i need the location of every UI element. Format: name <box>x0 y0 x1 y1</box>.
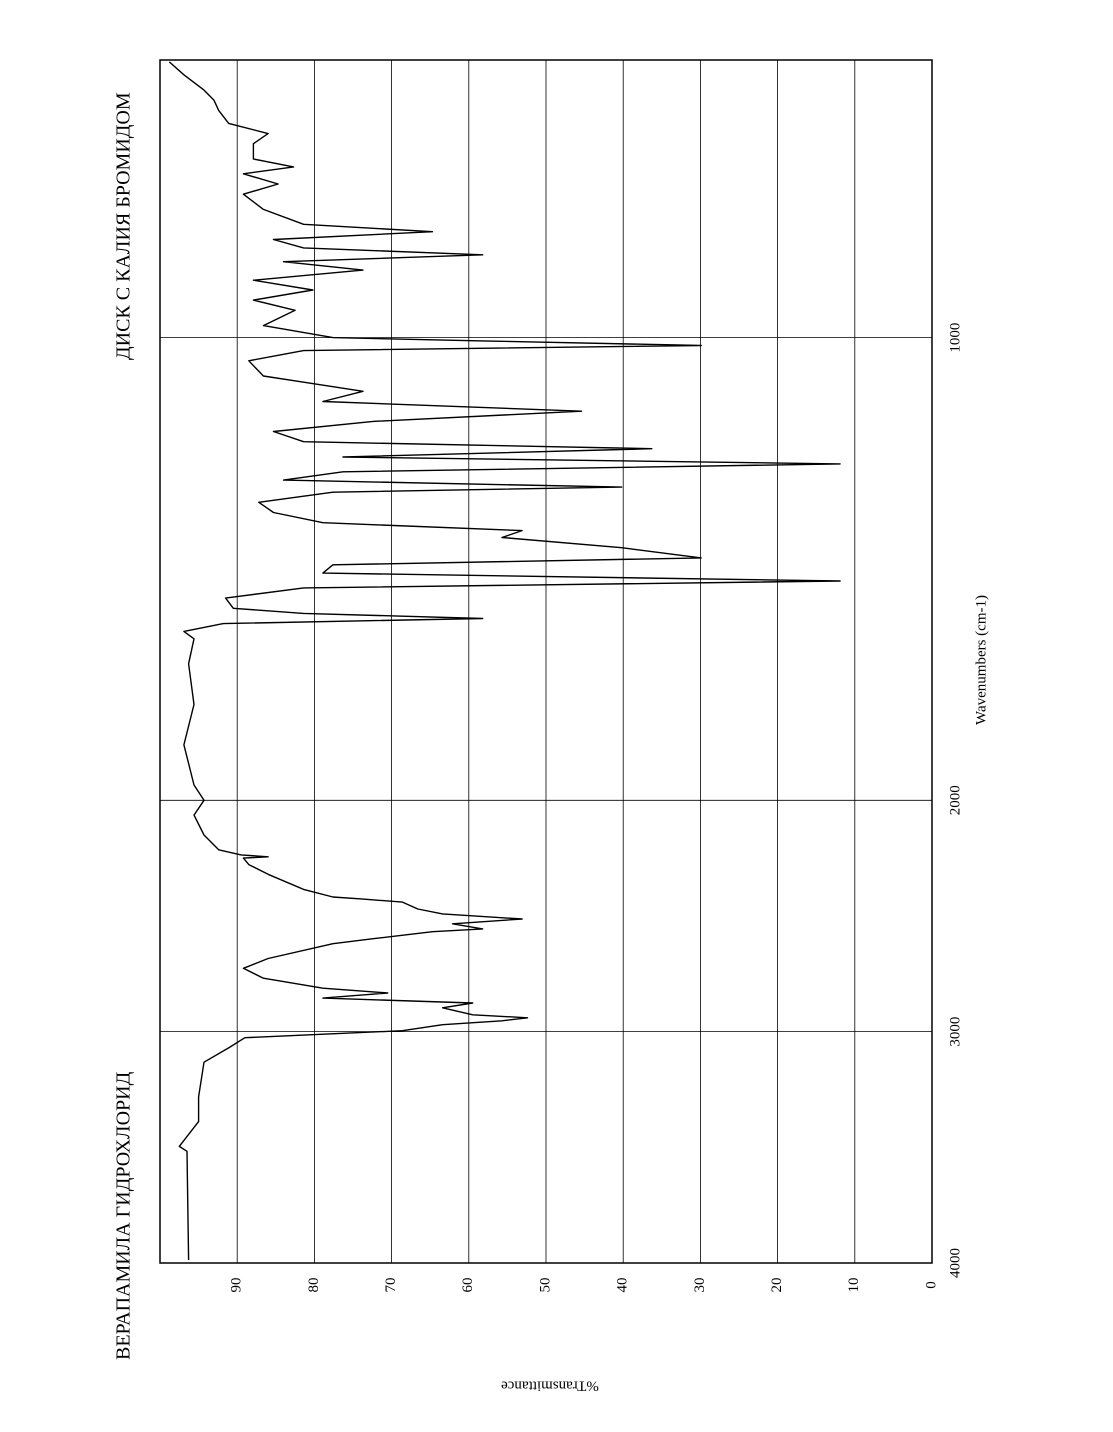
y-tick-label: 40 <box>615 1278 631 1293</box>
y-tick-label: 50 <box>537 1278 553 1293</box>
y-tick-label: 30 <box>692 1278 708 1293</box>
x-axis-label: Wavenumbers (cm-1) <box>973 595 989 725</box>
chart-subtitle: ДИСК С КАЛИЯ БРОМИДОМ <box>113 92 135 360</box>
x-tick-label: 1000 <box>947 323 963 353</box>
y-tick-label: 10 <box>846 1278 862 1293</box>
y-axis-label: %Transmittance <box>501 1378 599 1394</box>
y-tick-label: 90 <box>229 1278 245 1293</box>
y-tick-label: 0 <box>923 1281 939 1289</box>
x-tick-label: 2000 <box>947 785 963 815</box>
spectrum-line <box>168 61 841 1261</box>
y-tick-label: 80 <box>306 1278 322 1293</box>
x-tick-label: 3000 <box>947 1017 963 1047</box>
x-tick-label: 4000 <box>947 1248 963 1278</box>
chart-title: ВЕРАПАМИЛА ГИДРОХЛОРИД <box>113 1071 135 1360</box>
y-tick-label: 70 <box>383 1278 399 1293</box>
y-tick-label: 60 <box>460 1278 476 1293</box>
y-tick-label: 20 <box>769 1278 785 1293</box>
